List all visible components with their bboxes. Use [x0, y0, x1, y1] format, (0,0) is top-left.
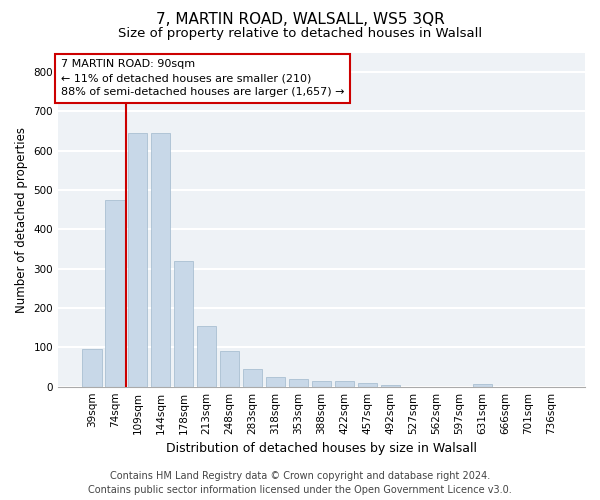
Bar: [335, 381, 354, 386]
Text: 7 MARTIN ROAD: 90sqm
← 11% of detached houses are smaller (210)
88% of semi-deta: 7 MARTIN ROAD: 90sqm ← 11% of detached h…: [61, 59, 344, 97]
Text: Contains HM Land Registry data © Crown copyright and database right 2024.
Contai: Contains HM Land Registry data © Crown c…: [88, 471, 512, 495]
Bar: [358, 382, 377, 386]
Bar: [473, 384, 492, 386]
Bar: [151, 133, 170, 386]
Bar: [312, 381, 331, 386]
Text: Size of property relative to detached houses in Walsall: Size of property relative to detached ho…: [118, 28, 482, 40]
Y-axis label: Number of detached properties: Number of detached properties: [15, 126, 28, 312]
Text: 7, MARTIN ROAD, WALSALL, WS5 3QR: 7, MARTIN ROAD, WALSALL, WS5 3QR: [155, 12, 445, 28]
Bar: [289, 379, 308, 386]
Bar: [197, 326, 217, 386]
Bar: [220, 352, 239, 386]
Bar: [82, 350, 101, 387]
Bar: [243, 369, 262, 386]
Bar: [174, 261, 193, 386]
Bar: [266, 377, 286, 386]
Bar: [380, 384, 400, 386]
X-axis label: Distribution of detached houses by size in Walsall: Distribution of detached houses by size …: [166, 442, 477, 455]
Bar: [105, 200, 125, 386]
Bar: [128, 133, 148, 386]
